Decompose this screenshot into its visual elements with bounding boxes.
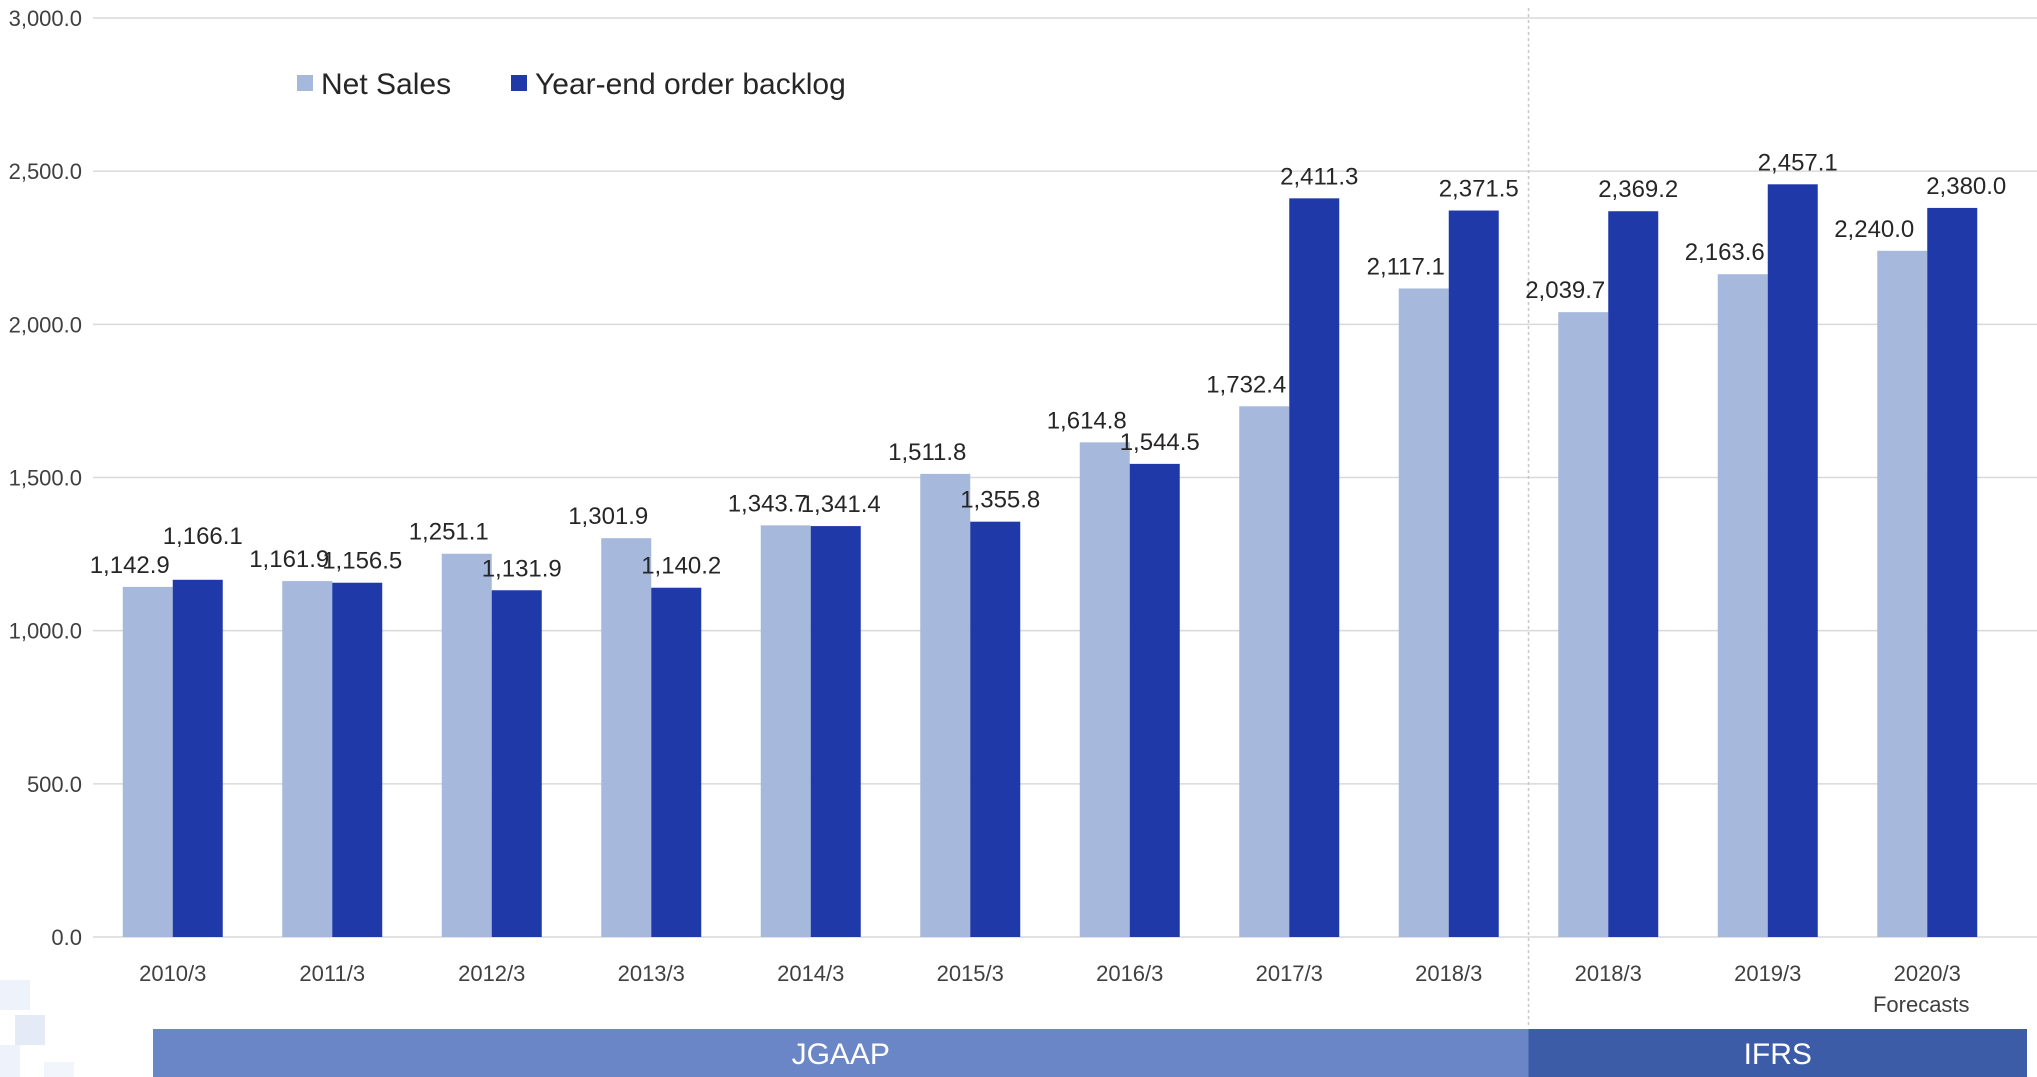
- y-tick-label: 2,000.0: [9, 312, 82, 337]
- y-tick-label: 3,000.0: [9, 6, 82, 31]
- net-sales-bar: [1717, 274, 1768, 938]
- net-sales-data-label: 2,117.1: [1367, 253, 1445, 280]
- order-backlog-bar: [172, 579, 223, 937]
- order-backlog-bar: [332, 582, 383, 937]
- net-sales-bar: [282, 581, 333, 937]
- y-tick-label: 2,500.0: [9, 159, 82, 184]
- gridlines: [93, 17, 2037, 938]
- order-backlog-bar: [810, 526, 861, 937]
- order-backlog-data-label: 2,457.1: [1758, 149, 1838, 176]
- order-backlog-data-label: 1,355.8: [960, 487, 1040, 514]
- corner-decoration: [0, 980, 74, 1077]
- x-tick-label: 2017/3: [1256, 961, 1323, 986]
- net-sales-data-label: 1,511.8: [888, 439, 966, 466]
- y-tick-label: 0.0: [51, 925, 82, 950]
- net-sales-bar: [601, 538, 652, 937]
- net-sales-bar: [1079, 442, 1130, 937]
- legend-label: Net Sales: [321, 68, 451, 101]
- order-backlog-data-label: 2,369.2: [1598, 176, 1678, 203]
- net-sales-bar: [760, 525, 811, 937]
- x-tick-label: 2011/3: [299, 961, 365, 986]
- x-tick-label: 2016/3: [1096, 961, 1163, 986]
- x-axis: 2010/3 2011/3 2012/3 2013/3 2014/3 2015/3 2016…: [139, 961, 1969, 1017]
- net-sales-bar: [1239, 406, 1290, 938]
- net-sales-data-label: 1,343.7: [728, 490, 808, 517]
- order-backlog-data-label: 2,380.0: [1926, 173, 2006, 200]
- order-backlog-bar: [1448, 210, 1499, 937]
- order-backlog-bar: [970, 521, 1021, 937]
- order-backlog-data-label: 1,131.9: [482, 555, 562, 582]
- net-sales-data-label: 1,301.9: [568, 503, 648, 530]
- net-sales-data-label: 1,142.9: [90, 552, 170, 579]
- x-tick-label: 2018/3: [1415, 961, 1482, 986]
- x-tick-label: 2019/3: [1734, 961, 1801, 986]
- order-backlog-bar: [1289, 198, 1340, 937]
- order-backlog-bar: [491, 590, 542, 937]
- y-axis: 0.0 500.0 1,000.0 1,500.0 2,000.0 2,500.0 3,00…: [9, 6, 82, 950]
- x-tick-label: 2018/3: [1575, 961, 1642, 986]
- ifrs-band: [1528, 1029, 2027, 1077]
- x-tick-label: 2013/3: [618, 961, 685, 986]
- x-tick-label: 2020/3: [1894, 961, 1961, 986]
- net-sales-data-label: 2,163.6: [1685, 239, 1765, 266]
- order-backlog-data-label: 1,140.2: [641, 553, 721, 580]
- x-tick-label: 2015/3: [937, 961, 1004, 986]
- x-tick-label: 2014/3: [777, 961, 844, 986]
- net-sales-data-label: 1,614.8: [1047, 407, 1127, 434]
- net-sales-data-label: 1,732.4: [1206, 371, 1286, 398]
- data-labels: 1,142.9 1,161.9 1,251.1 1,301.9 1,343.7 1,511…: [90, 149, 2007, 582]
- order-backlog-bar: [1608, 211, 1659, 938]
- order-backlog-data-label: 1,341.4: [801, 491, 881, 518]
- net-sales-data-label: 1,251.1: [409, 519, 489, 546]
- net-sales-data-label: 2,240.0: [1834, 216, 1914, 243]
- legend-swatch: [297, 75, 313, 91]
- order-backlog-data-label: 2,411.3: [1280, 163, 1358, 190]
- net-sales-bar: [920, 473, 971, 937]
- order-backlog-data-label: 1,156.5: [322, 548, 402, 575]
- order-backlog-bar: [651, 587, 702, 937]
- x-tick-label: 2010/3: [139, 961, 206, 986]
- net-sales-data-label: 2,039.7: [1525, 277, 1605, 304]
- legend-label: Year-end order backlog: [535, 68, 846, 101]
- net-sales-bar: [1398, 288, 1449, 938]
- net-sales-data-label: 1,161.9: [249, 546, 329, 573]
- bars: [122, 184, 1978, 938]
- x-tick-label: 2012/3: [458, 961, 525, 986]
- net-sales-bar: [122, 586, 173, 937]
- net-sales-bar: [1558, 312, 1609, 938]
- y-tick-label: 500.0: [27, 772, 82, 797]
- accounting-standard-bands: JGAAP IFRS: [153, 1029, 2027, 1077]
- jgaap-band: [153, 1029, 1529, 1077]
- order-backlog-bar: [1927, 207, 1978, 938]
- jgaap-band-label: JGAAP: [792, 1038, 890, 1071]
- order-backlog-bar: [1129, 463, 1180, 937]
- x-tick-sublabel: Forecasts: [1873, 992, 1970, 1017]
- legend: Net Sales Year-end order backlog: [297, 68, 846, 101]
- y-tick-label: 1,000.0: [9, 619, 82, 644]
- legend-swatch: [511, 75, 527, 91]
- order-backlog-data-label: 1,166.1: [163, 523, 243, 550]
- net-sales-bar: [441, 553, 492, 937]
- y-tick-label: 1,500.0: [9, 466, 82, 491]
- order-backlog-data-label: 1,544.5: [1120, 429, 1200, 456]
- ifrs-band-label: IFRS: [1744, 1038, 1812, 1071]
- net-sales-bar: [1877, 250, 1928, 937]
- order-backlog-data-label: 2,371.5: [1439, 176, 1519, 203]
- order-backlog-bar: [1767, 184, 1818, 938]
